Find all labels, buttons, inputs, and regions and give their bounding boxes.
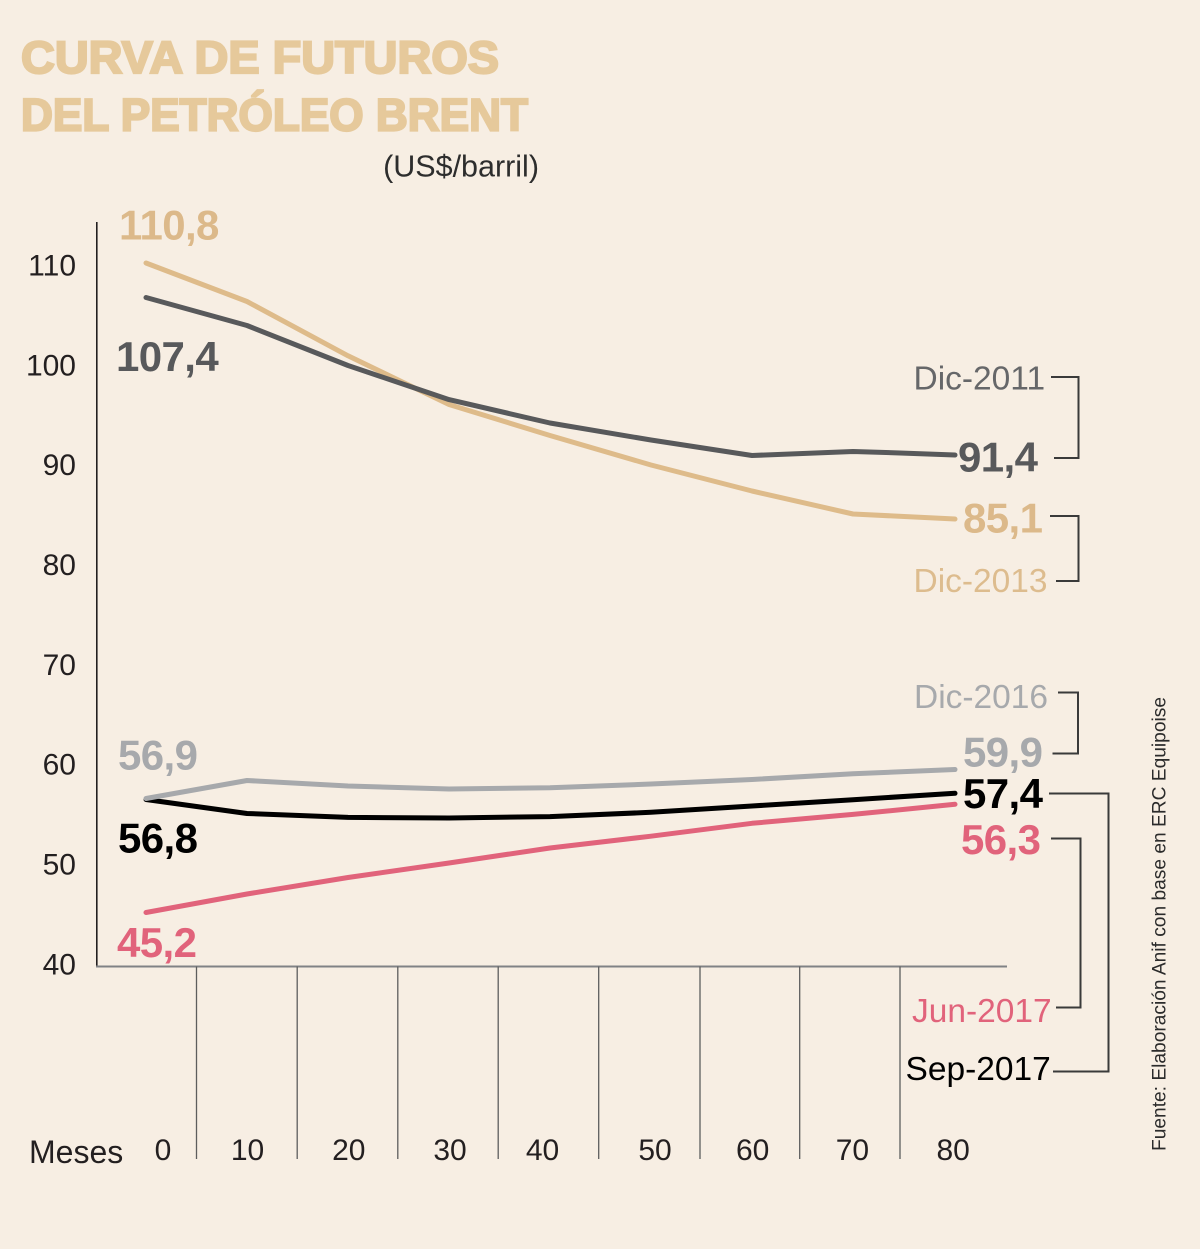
svg-text:110,8: 110,8 (119, 202, 219, 249)
svg-text:CURVA DE FUTUROS: CURVA DE FUTUROS (21, 32, 499, 83)
svg-text:110: 110 (28, 249, 76, 282)
svg-text:85,1: 85,1 (963, 495, 1043, 542)
svg-text:Jun-2017: Jun-2017 (912, 993, 1052, 1030)
svg-text:70: 70 (836, 1134, 869, 1167)
svg-text:(US$/barril): (US$/barril) (383, 150, 539, 184)
svg-text:40: 40 (526, 1134, 559, 1167)
svg-text:90: 90 (43, 449, 76, 482)
svg-text:20: 20 (332, 1134, 365, 1167)
svg-text:60: 60 (736, 1134, 769, 1167)
svg-text:Fuente: Elaboración Anif con b: Fuente: Elaboración Anif con base en ERC… (1150, 697, 1171, 1151)
svg-text:10: 10 (231, 1134, 264, 1167)
svg-text:50: 50 (43, 849, 76, 882)
svg-text:Sep-2017: Sep-2017 (906, 1051, 1051, 1088)
svg-text:50: 50 (638, 1134, 671, 1167)
svg-text:Dic-2016: Dic-2016 (914, 679, 1048, 716)
svg-text:56,8: 56,8 (118, 815, 198, 862)
svg-text:0: 0 (155, 1134, 172, 1167)
svg-text:56,9: 56,9 (118, 732, 197, 779)
svg-text:45,2: 45,2 (117, 919, 196, 966)
svg-text:DEL PETRÓLEO BRENT: DEL PETRÓLEO BRENT (21, 90, 528, 141)
svg-text:100: 100 (26, 349, 76, 382)
svg-text:30: 30 (433, 1134, 466, 1167)
svg-text:107,4: 107,4 (116, 333, 219, 380)
svg-text:80: 80 (43, 549, 76, 582)
svg-text:80: 80 (937, 1134, 970, 1167)
svg-text:60: 60 (43, 749, 76, 782)
svg-text:59,9: 59,9 (963, 729, 1042, 776)
svg-text:57,4: 57,4 (963, 770, 1044, 817)
svg-text:Meses: Meses (29, 1134, 123, 1170)
svg-text:91,4: 91,4 (958, 434, 1039, 481)
svg-text:Dic-2013: Dic-2013 (914, 563, 1048, 600)
svg-text:40: 40 (43, 948, 76, 981)
svg-text:70: 70 (43, 649, 76, 682)
svg-text:56,3: 56,3 (961, 816, 1040, 863)
svg-text:Dic-2011: Dic-2011 (914, 361, 1046, 398)
